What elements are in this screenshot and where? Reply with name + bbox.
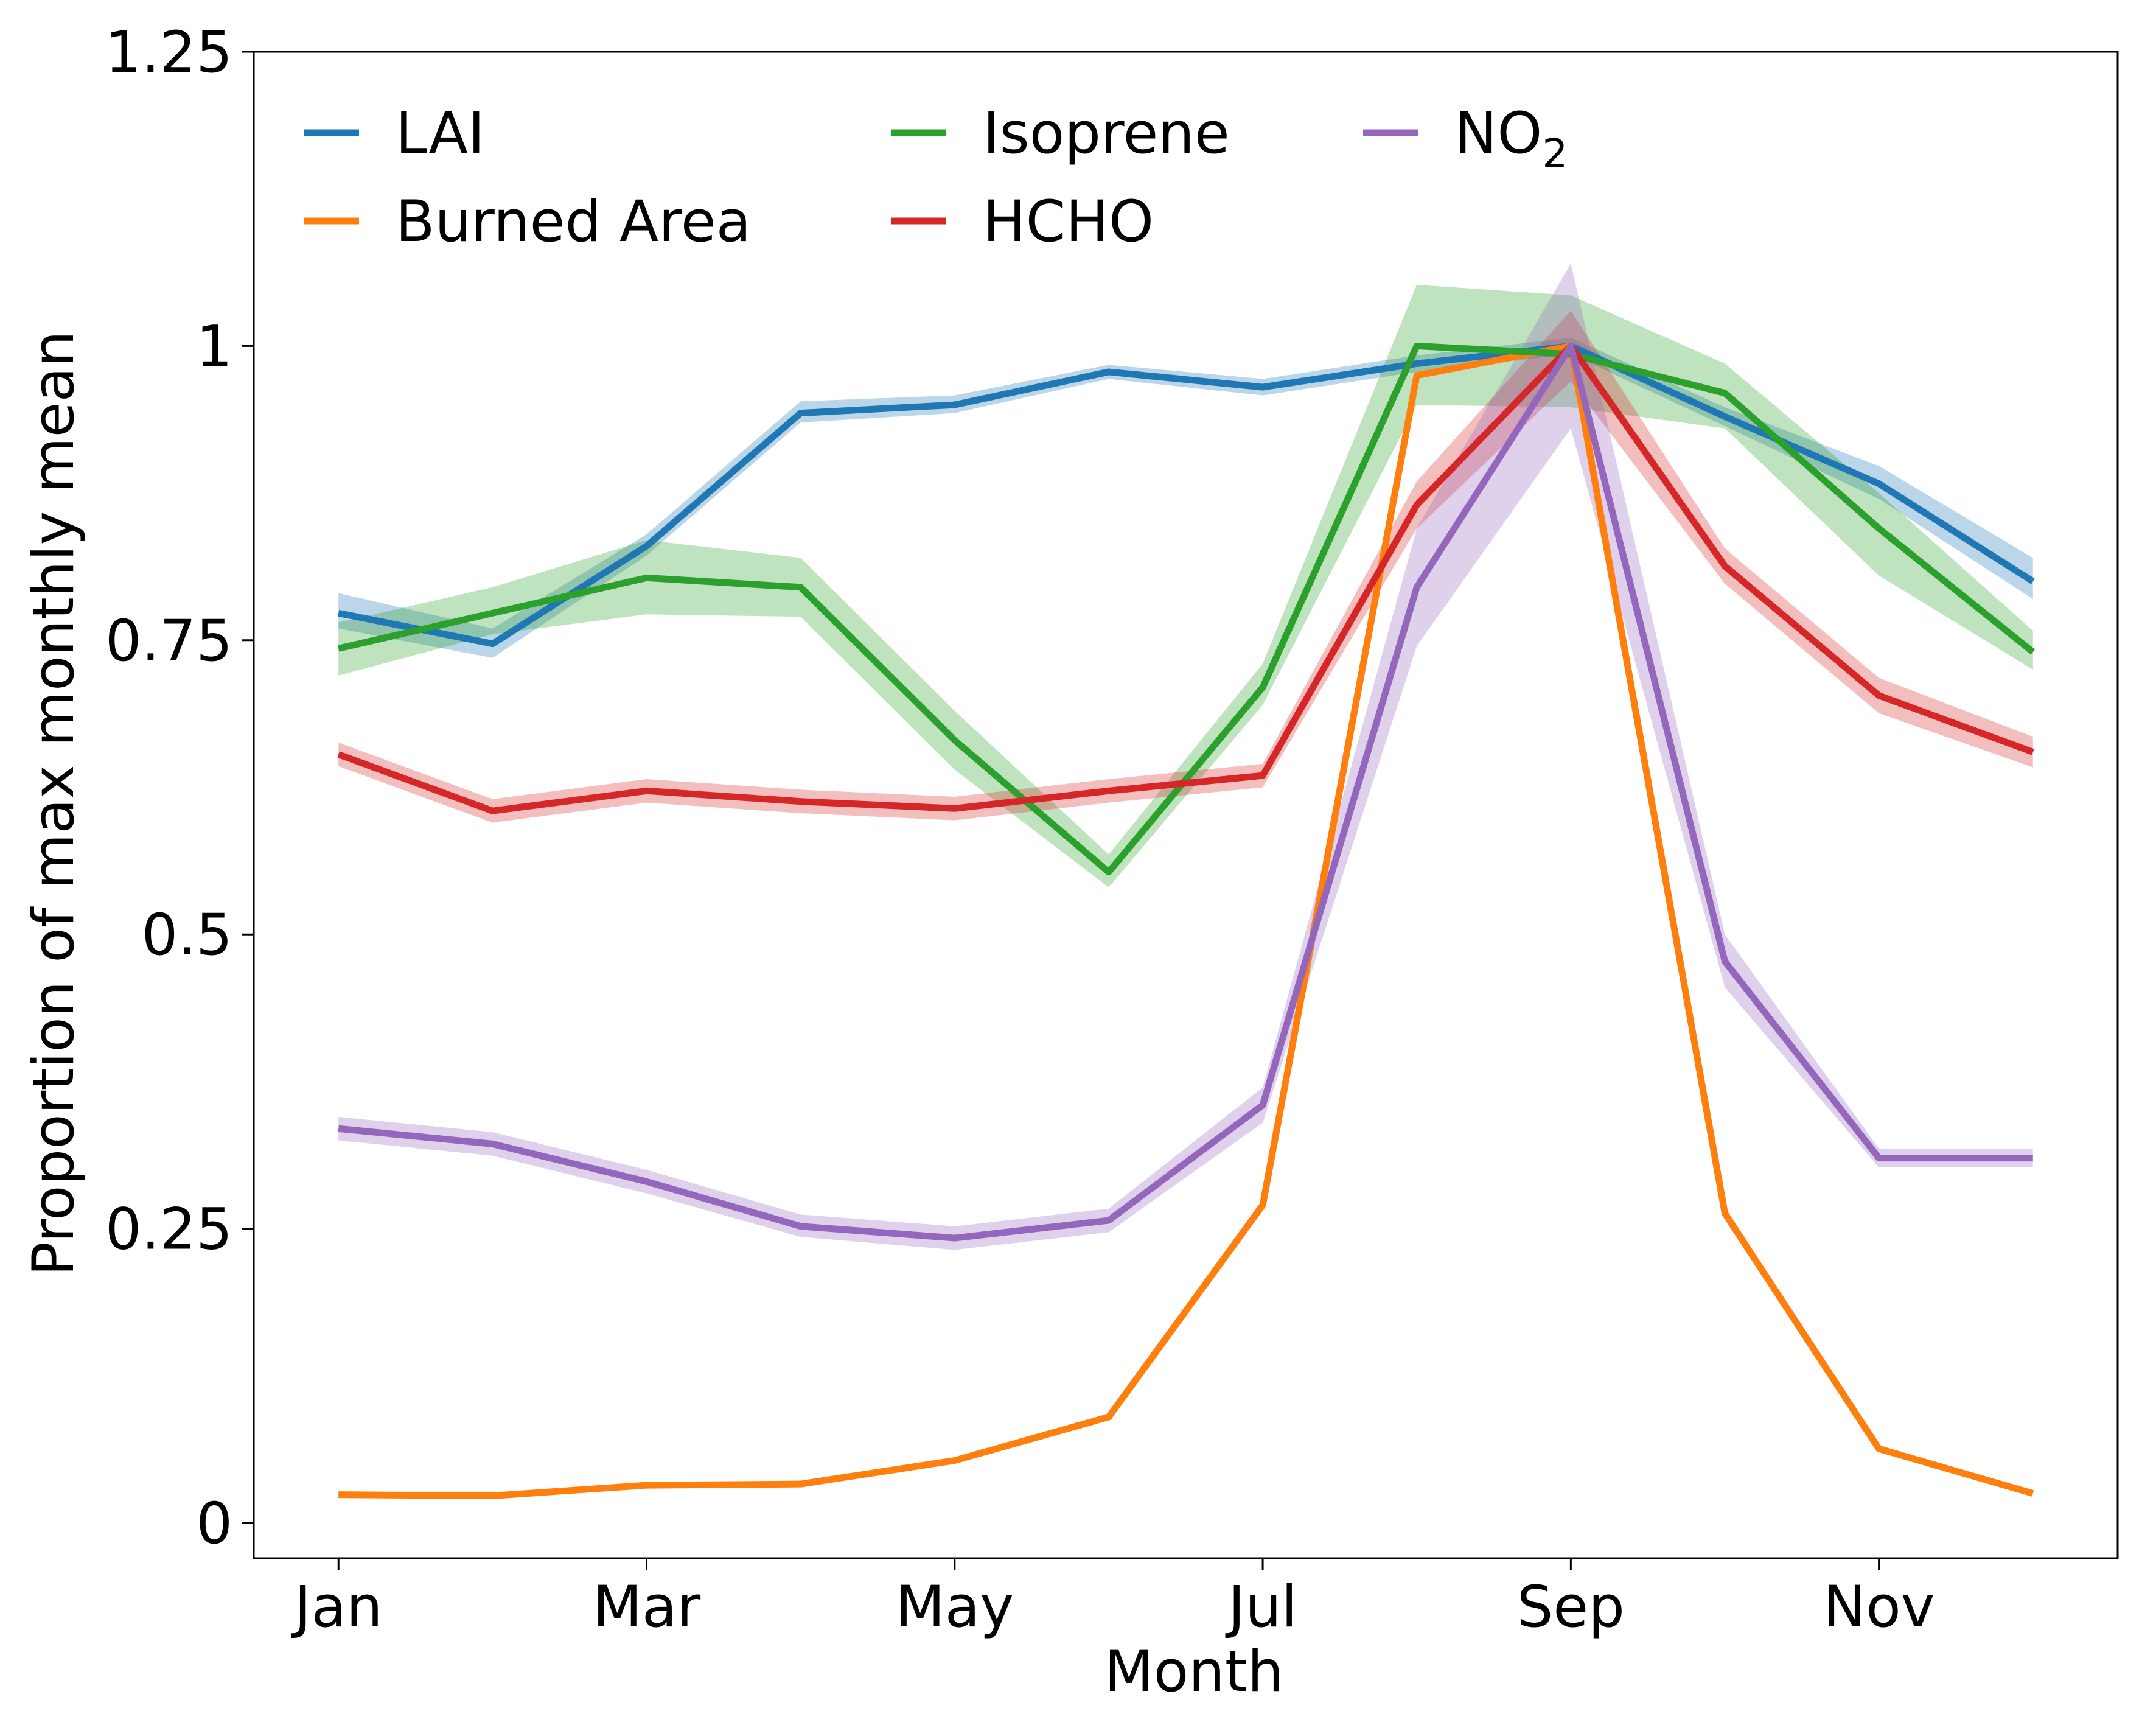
x-tick-label-1: Mar bbox=[593, 1574, 701, 1640]
band-series-0 bbox=[338, 337, 2033, 658]
y-axis-title: Proportion of max monthly mean bbox=[21, 331, 87, 1276]
line-series-0 bbox=[338, 342, 2035, 648]
legend-label-subscript-4: 2 bbox=[1542, 130, 1568, 177]
line-series-4 bbox=[338, 342, 2033, 1242]
x-tick-label-2: May bbox=[896, 1574, 1014, 1640]
legend-label-text-3: HCHO bbox=[983, 189, 1154, 255]
x-tick-label-3: Jul bbox=[1225, 1574, 1297, 1640]
x-axis: Jan Mar May Jul Sep Nov bbox=[291, 1558, 1934, 1640]
x-tick-label-4: Sep bbox=[1517, 1574, 1625, 1640]
legend-label-text-0: LAI bbox=[396, 100, 485, 167]
x-tick-label-5: Nov bbox=[1823, 1574, 1934, 1640]
line-series-1 bbox=[338, 342, 2034, 1500]
plot-area-frame bbox=[253, 51, 2119, 1559]
legend: LAI Burned Area Isoprene HCHO NO2 bbox=[304, 100, 1568, 255]
legend-label-1: Burned Area bbox=[396, 189, 751, 255]
line-series-2 bbox=[337, 342, 2036, 876]
y-tick-label-2: 0.5 bbox=[142, 902, 233, 968]
legend-label-text-4: NO bbox=[1454, 100, 1542, 167]
y-tick-label-0: 0 bbox=[196, 1491, 232, 1557]
legend-label-3: HCHO bbox=[983, 189, 1154, 255]
legend-label-2: Isoprene bbox=[983, 100, 1230, 167]
legend-label-4: NO2 bbox=[1454, 100, 1568, 177]
x-tick-label-0: Jan bbox=[291, 1574, 383, 1640]
y-tick-label-4: 1 bbox=[196, 313, 232, 380]
series-lines bbox=[337, 342, 2036, 1500]
y-tick-label-5: 1.25 bbox=[105, 19, 232, 86]
line-series-3 bbox=[337, 342, 2034, 814]
legend-label-0: LAI bbox=[396, 100, 485, 167]
band-series-2 bbox=[338, 284, 2033, 887]
legend-label-text-2: Isoprene bbox=[983, 100, 1230, 167]
legend-label-text-1: Burned Area bbox=[396, 189, 751, 255]
x-axis-title: Month bbox=[1104, 1639, 1284, 1705]
y-axis: 0 0.25 0.5 0.75 1 1.25 bbox=[105, 19, 254, 1557]
y-tick-label-1: 0.25 bbox=[105, 1197, 232, 1263]
y-tick-label-3: 0.75 bbox=[105, 608, 232, 674]
